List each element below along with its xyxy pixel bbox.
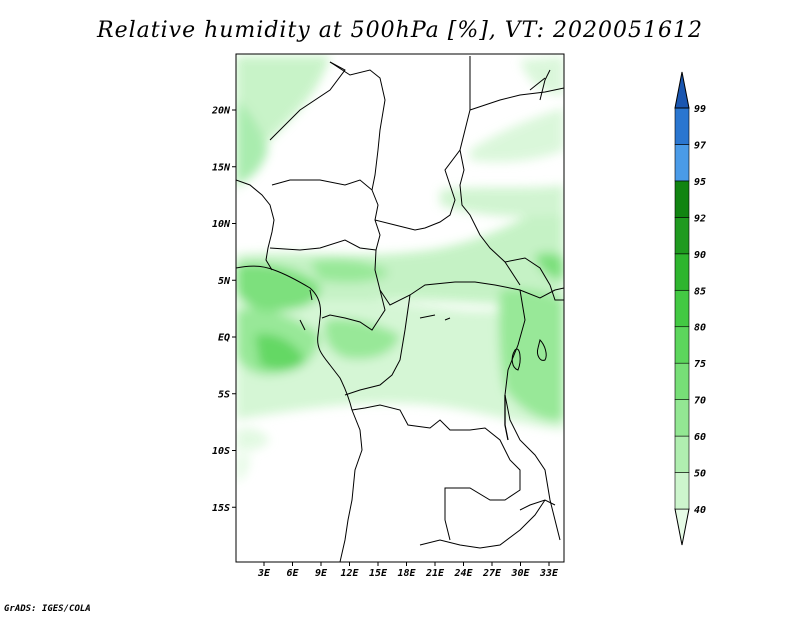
longitude-axis: 3E 6E 9E 12E 15E 18E 21E 24E 27E 30E 33E	[257, 562, 559, 579]
lon-label: 30E	[510, 568, 530, 579]
colorbar-lower-triangle	[674, 508, 690, 546]
lat-label: 5N	[218, 276, 231, 287]
colorbar-box	[674, 217, 690, 255]
colorbar-label: 97	[694, 140, 706, 151]
lon-label: 3E	[257, 568, 271, 579]
humidity-field	[236, 56, 564, 482]
lon-label: 15E	[369, 568, 388, 579]
colorbar-label: 99	[694, 104, 706, 115]
colorbar-upper-triangle	[674, 71, 690, 109]
lon-label: 21E	[425, 568, 445, 579]
lon-label: 12E	[340, 568, 359, 579]
lat-label: 15S	[212, 503, 230, 514]
colorbar-label: 92	[694, 213, 706, 224]
colorbar-label: 85	[694, 286, 706, 297]
colorbar-box	[674, 326, 690, 364]
colorbar-box	[674, 253, 690, 291]
country-borders	[236, 56, 564, 562]
lon-label: 9E	[315, 568, 328, 579]
colorbar-box	[674, 180, 690, 218]
colorbar-box	[674, 435, 690, 473]
colorbar-box	[674, 107, 690, 145]
colorbar-label: 80	[694, 323, 706, 334]
credit-label: GrADS: IGES/COLA	[4, 604, 91, 614]
colorbar-box	[674, 289, 690, 328]
colorbar-label: 60	[694, 432, 706, 443]
lon-label: 6E	[286, 568, 299, 579]
lat-label: EQ	[218, 333, 230, 344]
lat-label: 20N	[211, 106, 231, 117]
colorbar-box	[674, 399, 690, 437]
lon-label: 27E	[482, 568, 502, 579]
lon-label: 33E	[539, 568, 559, 579]
colorbar-label: 50	[694, 469, 706, 480]
lat-label: 10S	[212, 446, 230, 457]
lat-label: 10N	[212, 219, 231, 230]
colorbar-label: 40	[694, 505, 706, 516]
lon-label: 24E	[453, 568, 473, 579]
colorbar-label: 75	[694, 359, 706, 370]
lat-label: 15N	[212, 162, 231, 173]
colorbar-box	[674, 362, 690, 400]
colorbar-box	[674, 144, 690, 182]
colorbar-box	[674, 472, 690, 510]
colorbar: 40 50 60 70 75 80 85 90 92 95 97 99	[674, 71, 706, 546]
lon-label: 18E	[397, 568, 416, 579]
colorbar-label: 90	[694, 250, 706, 261]
chart-title: Relative humidity at 500hPa [%], VT: 202…	[97, 18, 703, 43]
colorbar-label: 70	[694, 396, 706, 407]
lat-label: 5S	[218, 389, 230, 400]
colorbar-label: 95	[694, 177, 706, 188]
latitude-axis: 20N 15N 10N 5N EQ 5S 10S 15S	[211, 106, 236, 514]
map-frame	[235, 53, 565, 563]
